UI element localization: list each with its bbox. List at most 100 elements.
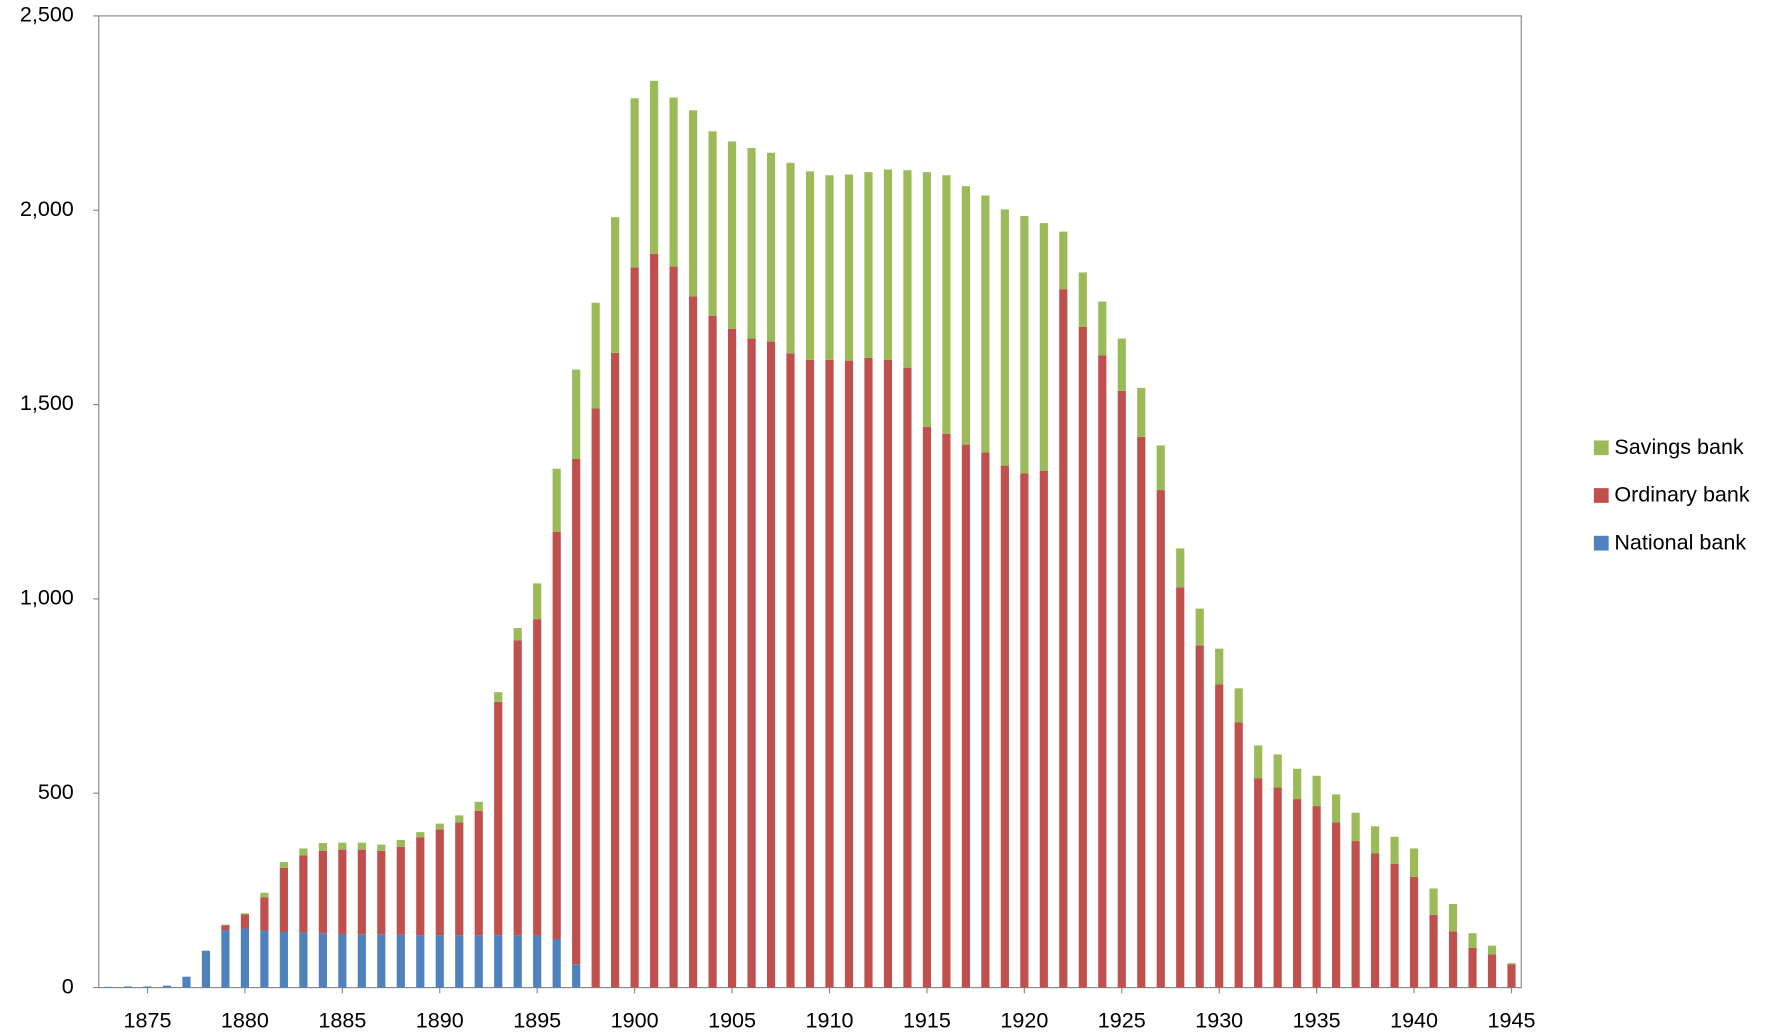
bar-segment	[494, 935, 503, 988]
bar-segment	[416, 837, 425, 936]
bar-segment	[533, 619, 542, 936]
bar-segment	[1078, 272, 1087, 327]
bar-segment	[260, 892, 269, 898]
bar-segment	[942, 433, 951, 988]
bar-segment	[338, 849, 347, 934]
bar-segment	[299, 848, 308, 856]
bar-segment	[279, 867, 288, 933]
bar-segment	[572, 369, 581, 459]
bar-segment	[1234, 688, 1243, 723]
bar-segment	[825, 359, 834, 988]
bar-segment	[1371, 853, 1380, 988]
bar-segment	[513, 628, 522, 641]
bar-segment	[513, 640, 522, 936]
bar-segment	[1078, 326, 1087, 988]
legend-swatch	[1593, 535, 1609, 551]
x-tick-label: 1940	[1390, 1007, 1438, 1032]
bar-segment	[1429, 888, 1438, 915]
x-tick-label: 1945	[1488, 1007, 1536, 1032]
legend-swatch	[1593, 488, 1609, 503]
bar-segment	[1293, 768, 1302, 800]
bar-segment	[1215, 648, 1224, 685]
bar-segment	[883, 359, 893, 988]
bar-segment	[786, 162, 795, 354]
bar-segment	[591, 408, 600, 988]
bar-segment	[844, 360, 854, 988]
bar-segment	[1273, 787, 1282, 988]
bar-segment	[591, 302, 600, 409]
bar-segment	[805, 171, 815, 360]
x-tick-label: 1875	[124, 1007, 172, 1032]
bar-segment	[455, 935, 464, 988]
bar-segment	[747, 148, 756, 339]
bar-segment	[864, 357, 873, 988]
bar-segment	[396, 934, 405, 988]
x-tick-label: 1890	[416, 1007, 464, 1032]
bar-segment	[572, 458, 581, 965]
bar-segment	[844, 174, 854, 361]
bar-segment	[240, 914, 250, 929]
bar-segment	[533, 935, 542, 988]
bar-segment	[1371, 826, 1380, 854]
bar-segment	[1468, 947, 1477, 988]
bar-segment	[650, 80, 659, 254]
bar-segment	[688, 110, 698, 297]
bar-segment	[747, 338, 756, 988]
bar-segment	[1312, 775, 1321, 807]
bar-segment	[1059, 231, 1068, 290]
bar-segment	[688, 296, 698, 988]
bar-segment	[1020, 216, 1029, 474]
bar-segment	[1195, 645, 1204, 988]
bar-segment	[221, 930, 230, 988]
bar-segment	[650, 253, 659, 988]
bar-segment	[1487, 945, 1497, 955]
bar-segment	[630, 98, 639, 268]
bar-segment	[572, 964, 581, 988]
bar-segment	[494, 692, 503, 702]
bar-segment	[1156, 445, 1165, 491]
bar-segment	[416, 832, 425, 838]
x-tick-label: 1910	[806, 1007, 854, 1032]
bar-segment	[201, 950, 211, 988]
y-tick-label: 2,500	[20, 2, 74, 27]
bar-segment	[455, 815, 464, 823]
bar-segment	[104, 986, 113, 988]
bar-segment	[416, 935, 425, 988]
bar-segment	[1293, 799, 1302, 988]
bar-segment	[455, 822, 464, 936]
bar-segment	[357, 842, 366, 850]
bar-segment	[727, 141, 737, 329]
bar-segment	[630, 267, 639, 988]
bar-segment	[552, 939, 561, 988]
bar-segment	[1507, 963, 1516, 965]
bar-segment	[1409, 848, 1419, 877]
y-tick-label: 0	[62, 973, 74, 998]
bar-segment	[260, 930, 269, 988]
bar-segment	[1176, 548, 1185, 588]
bar-segment	[1487, 954, 1497, 988]
bar-segment	[182, 976, 191, 988]
x-tick-label: 1905	[708, 1007, 756, 1032]
bar-segment	[766, 152, 776, 342]
bar-segment	[1000, 209, 1009, 466]
x-tick-label: 1880	[221, 1007, 269, 1032]
bar-segment	[1332, 822, 1341, 988]
bar-segment	[1312, 806, 1321, 988]
bar-segment	[240, 913, 250, 915]
bar-segment	[1117, 338, 1126, 391]
bar-segment	[1351, 841, 1360, 988]
bar-segment	[221, 924, 230, 926]
bar-segment	[611, 217, 620, 353]
bar-segment	[474, 810, 483, 936]
bar-segment	[318, 933, 327, 988]
bar-segment	[474, 935, 483, 988]
bar-segment	[727, 328, 737, 988]
bar-segment	[805, 359, 815, 988]
bar-segment	[864, 172, 873, 358]
bar-segment	[318, 843, 327, 851]
y-tick-label: 1,000	[20, 585, 74, 610]
bar-segment	[1195, 608, 1204, 646]
bar-segment	[922, 426, 932, 988]
bar-segment	[1332, 794, 1341, 823]
bar-segment	[883, 169, 893, 360]
